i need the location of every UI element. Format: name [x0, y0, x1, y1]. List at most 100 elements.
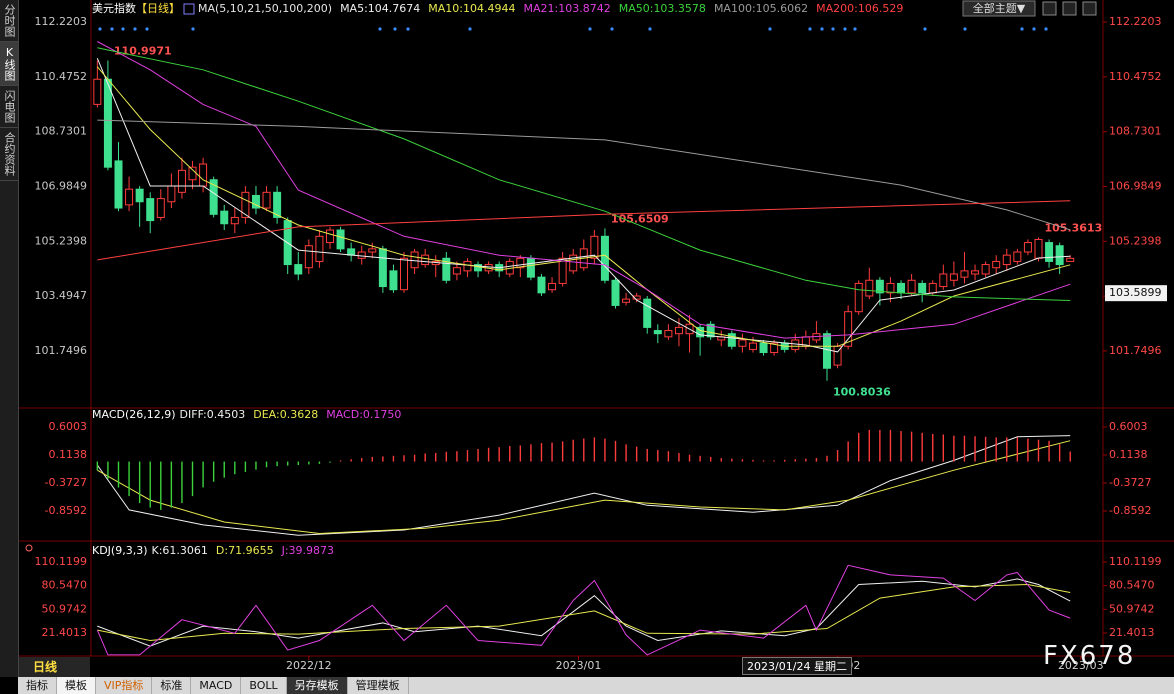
signal-dot	[378, 27, 382, 31]
candle-body	[378, 248, 387, 288]
candle-body	[347, 248, 356, 256]
sidebar: 分时图 K线图 闪电图 合约资料	[0, 0, 19, 677]
candle-body	[674, 326, 683, 335]
toolbar-tab[interactable]: 管理模板	[348, 677, 409, 694]
y-tick-label-left: -0.8592	[45, 504, 87, 517]
toolbar-icon[interactable]	[1082, 1, 1097, 16]
y-tick-label-right: 101.7496	[1109, 344, 1162, 357]
signal-dot	[406, 27, 410, 31]
candle-body	[907, 279, 916, 294]
chart-title: KDJ(9,3,3)	[92, 544, 148, 557]
sidebar-tab[interactable]: 闪电图	[0, 86, 18, 128]
candle-body	[230, 216, 239, 225]
y-tick-label-right: -0.8592	[1109, 504, 1151, 517]
toolbar-icon[interactable]	[1062, 1, 1077, 16]
legend-entry: MA21:103.8742	[524, 2, 611, 15]
signal-dot	[610, 27, 614, 31]
legend-entry: MA200:106.529	[816, 2, 903, 15]
candle-body	[1055, 245, 1064, 266]
toolbar-tab[interactable]: 指标	[18, 677, 57, 694]
y-tick-label-right: 105.2398	[1109, 234, 1162, 247]
y-tick-label-right: 21.4013	[1109, 626, 1155, 639]
y-tick-label-left: 110.1199	[35, 555, 88, 568]
candle-body	[1013, 251, 1022, 262]
candle-body	[167, 185, 176, 203]
signal-dot	[1032, 27, 1036, 31]
candle-body	[643, 298, 652, 328]
toolbar-tab[interactable]: 模板	[57, 677, 96, 694]
signal-dot	[768, 27, 772, 31]
toolbar-tab[interactable]: VIP指标	[96, 677, 153, 694]
signal-dot	[963, 27, 967, 31]
legend-entry: J:39.9873	[281, 544, 334, 557]
candle-body	[125, 188, 134, 206]
sidebar-tab[interactable]: 分时图	[0, 0, 18, 42]
candle-body	[368, 248, 377, 253]
candle-body	[93, 78, 102, 105]
kdj-icon[interactable]	[25, 544, 33, 552]
candle-body	[748, 342, 757, 350]
series-line	[96, 66, 1071, 347]
candle-body	[241, 191, 250, 218]
candle-body	[251, 194, 260, 209]
signal-dot	[1044, 27, 1048, 31]
candle-body	[928, 282, 937, 294]
y-tick-label-left: 0.1138	[49, 448, 88, 461]
candle-body	[516, 257, 525, 269]
y-tick-label-right: 108.7301	[1109, 125, 1162, 138]
candle-body	[992, 260, 1001, 269]
sidebar-tab[interactable]: K线图	[0, 42, 18, 86]
series-line	[97, 47, 1071, 301]
candle-body	[315, 235, 324, 262]
price-annotation: 105.3613	[1044, 222, 1102, 235]
toolbar-tab[interactable]: 另存模板	[286, 677, 348, 694]
series-line	[97, 583, 1071, 642]
candle-body	[664, 330, 673, 338]
toolbar-icon[interactable]	[1042, 1, 1057, 16]
bottom-toolbar: 指标 模板 VIP指标 标准 MACD BOLL 另存模板 管理模板	[18, 677, 1174, 694]
x-tick-label: 2023/01	[556, 659, 602, 672]
sidebar-tab[interactable]: 合约资料	[0, 128, 18, 181]
candle-body	[452, 267, 461, 275]
legend-entry: D:71.9655	[216, 544, 274, 557]
y-tick-label-right: -0.3727	[1109, 476, 1151, 489]
chart-subtitle: 【日线】	[136, 1, 180, 15]
theme-button[interactable]	[962, 0, 1036, 17]
signal-dot	[853, 27, 857, 31]
series-line	[97, 119, 1071, 231]
toolbar-tab[interactable]: 标准	[152, 677, 192, 694]
theme-button-label[interactable]: 全部主题▼	[973, 1, 1026, 15]
candle-body	[548, 282, 557, 291]
candle-body	[960, 270, 969, 278]
candle-body	[611, 279, 620, 306]
chart-icon	[183, 3, 195, 15]
period-label[interactable]: 日线	[19, 657, 90, 677]
signal-dot	[145, 27, 149, 31]
series-line	[97, 41, 1071, 339]
candle-body	[727, 333, 736, 347]
candle-body	[706, 323, 715, 338]
signal-dot	[133, 27, 137, 31]
y-tick-label-left: 106.9849	[35, 180, 88, 193]
signal-dot	[121, 27, 125, 31]
candle-body	[558, 257, 567, 284]
candle-body	[325, 229, 334, 244]
signal-dot	[831, 27, 835, 31]
y-tick-label-left: 103.4947	[35, 289, 88, 302]
last-price-label: 103.5899	[1109, 286, 1162, 299]
toolbar-tab[interactable]: MACD	[191, 677, 242, 694]
candle-body	[463, 260, 472, 272]
toolbar-tab[interactable]: BOLL	[241, 677, 287, 694]
y-tick-label-left: 101.7496	[35, 344, 88, 357]
candle-body	[474, 264, 483, 272]
candle-body	[336, 229, 345, 250]
signal-dot	[98, 27, 102, 31]
y-tick-label-right: 112.2203	[1109, 15, 1162, 28]
y-tick-label-right: 0.6003	[1109, 420, 1148, 433]
candle-body	[156, 198, 165, 218]
candle-body	[971, 270, 980, 275]
y-tick-label-right: 50.9742	[1109, 602, 1155, 615]
candle-body	[590, 235, 599, 259]
candle-body	[146, 198, 155, 222]
signal-dot	[110, 27, 114, 31]
